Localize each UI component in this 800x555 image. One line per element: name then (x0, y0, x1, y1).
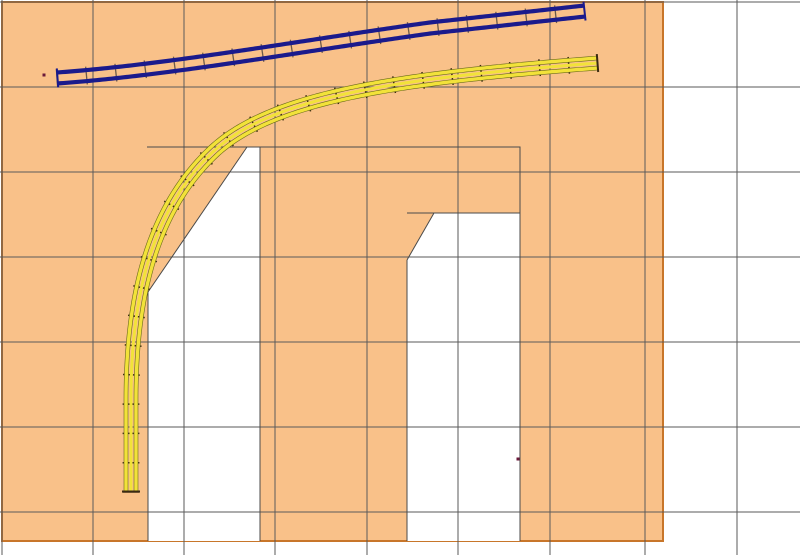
blue-track[interactable] (55, 1, 587, 88)
shape-outlines-layer[interactable] (147, 146, 521, 541)
cutouts-layer[interactable] (148, 147, 520, 541)
terrain-layer[interactable] (1, 1, 664, 542)
right-cutout-polygon[interactable] (407, 213, 520, 541)
track-endpoint-cap[interactable] (582, 1, 587, 21)
left-cutout-polygon[interactable] (148, 147, 260, 541)
main-boundary-rectangle[interactable] (147, 146, 521, 541)
endpoint-marker-lower-right[interactable] (516, 457, 520, 461)
track-rail-inner[interactable] (56, 3, 585, 75)
right-cutout-diagonal-edge[interactable] (406, 212, 435, 261)
yellow-track[interactable] (122, 53, 600, 493)
track-endpoint-cap[interactable] (55, 68, 60, 88)
orange-terrain-region[interactable] (1, 1, 664, 542)
point-markers-layer[interactable] (42, 73, 520, 461)
track-endpoint-cap[interactable] (595, 53, 600, 73)
track-rail-outer[interactable] (57, 14, 586, 86)
track-rail-inner[interactable] (124, 56, 598, 492)
tracks-layer[interactable] (55, 1, 600, 493)
track-rail-center[interactable] (129, 61, 599, 492)
endpoint-marker-left[interactable] (42, 73, 46, 77)
left-cutout-diagonal-edge[interactable] (147, 146, 248, 293)
track-rail-outer[interactable] (134, 66, 599, 492)
